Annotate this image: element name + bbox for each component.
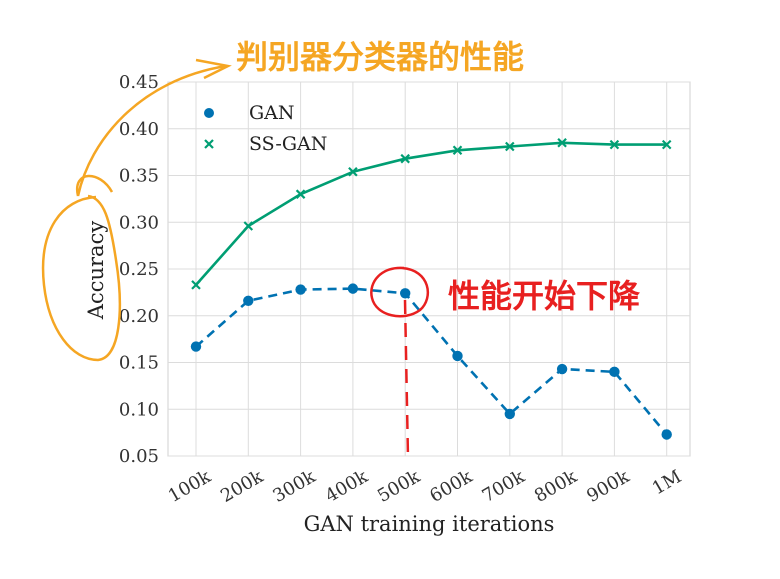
x-tick-label: 500k bbox=[374, 466, 425, 507]
right-note-text: 性能开始下降 bbox=[448, 277, 641, 315]
x-tick-label: 400k bbox=[322, 466, 373, 507]
legend-label-gan: GAN bbox=[249, 102, 295, 124]
x-tick-label: 1M bbox=[649, 466, 685, 499]
handwritten-annotations: 判别器分类器的性能 性能开始下降 bbox=[41, 38, 641, 459]
data-point-1-3 bbox=[348, 166, 358, 177]
y-tick-label: 0.20 bbox=[119, 306, 159, 327]
x-axis-ticks: 100k 200k 300k 400k 500k 600k 700k 800k 900k 1M bbox=[165, 466, 685, 507]
y-tick-label: 0.30 bbox=[119, 212, 159, 233]
data-point-0-8 bbox=[609, 366, 620, 378]
data-point-1-8 bbox=[609, 139, 620, 150]
data-point-1-7 bbox=[557, 137, 567, 148]
legend-marker-ss-gan bbox=[204, 139, 214, 149]
data-point-0-7 bbox=[556, 363, 568, 375]
peak-circle-mark bbox=[370, 266, 430, 318]
series-line-1 bbox=[195, 141, 667, 286]
data-point-0-2 bbox=[295, 284, 306, 295]
y-tick-label: 0.10 bbox=[119, 399, 159, 420]
data-point-1-5 bbox=[452, 145, 463, 156]
data-point-1-6 bbox=[505, 141, 515, 152]
series-line-0 bbox=[195, 287, 668, 436]
top-note-text: 判别器分类器的性能 bbox=[236, 38, 524, 76]
data-point-0-0 bbox=[190, 341, 202, 352]
data-point-0-4 bbox=[400, 288, 411, 299]
x-tick-label: 300k bbox=[269, 466, 320, 507]
plot-area: 0.05 0.10 0.15 0.20 0.25 0.30 0.35 0.40 0.45 100… bbox=[119, 72, 691, 507]
x-tick-label: 200k bbox=[217, 466, 268, 507]
y-axis-ticks: 0.05 0.10 0.15 0.20 0.25 0.30 0.35 0.40 0.45 bbox=[119, 72, 159, 467]
x-tick-label: 100k bbox=[165, 466, 216, 507]
legend-label-ss-gan: SS-GAN bbox=[249, 133, 327, 155]
data-point-1-1 bbox=[243, 221, 254, 231]
y-tick-label: 0.25 bbox=[119, 259, 159, 280]
data-point-1-0 bbox=[191, 280, 201, 290]
data-point-0-9 bbox=[661, 429, 672, 440]
x-tick-label: 700k bbox=[479, 466, 530, 507]
data-point-1-9 bbox=[661, 139, 672, 150]
peak-dashed-drop-line bbox=[403, 299, 410, 459]
data-point-1-4 bbox=[400, 153, 410, 164]
x-axis-title: GAN training iterations bbox=[304, 512, 555, 536]
data-point-0-5 bbox=[452, 350, 463, 362]
data-point-0-6 bbox=[504, 408, 515, 420]
y-axis-title: Accuracy bbox=[84, 221, 108, 321]
orange-arrow-curve bbox=[75, 64, 227, 197]
grid-lines bbox=[168, 81, 690, 457]
y-tick-label: 0.05 bbox=[119, 446, 159, 467]
y-tick-label: 0.35 bbox=[119, 166, 159, 187]
data-point-0-3 bbox=[347, 283, 359, 294]
ylabel-circle-mark bbox=[41, 194, 121, 362]
x-tick-label: 600k bbox=[426, 466, 477, 507]
y-tick-label: 0.45 bbox=[119, 72, 159, 93]
x-tick-label: 800k bbox=[531, 466, 582, 507]
legend: GAN SS-GAN bbox=[204, 102, 327, 155]
x-tick-label: 900k bbox=[583, 466, 634, 507]
series-layer bbox=[190, 137, 672, 440]
legend-marker-gan bbox=[204, 108, 214, 118]
data-point-1-2 bbox=[295, 189, 306, 199]
y-tick-label: 0.15 bbox=[119, 353, 159, 374]
y-tick-label: 0.40 bbox=[119, 119, 159, 140]
data-point-0-1 bbox=[243, 295, 254, 306]
orange-arrow-head bbox=[195, 58, 232, 80]
